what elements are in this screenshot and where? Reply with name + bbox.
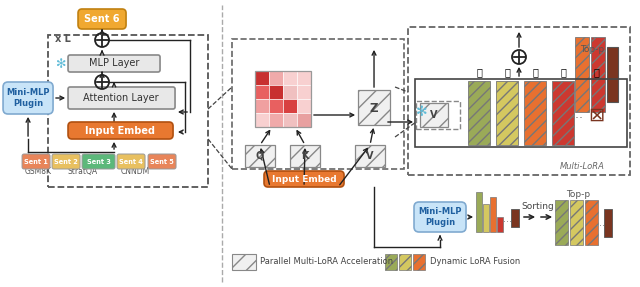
Text: CNNDM: CNNDM	[120, 167, 150, 176]
Text: Input Embed: Input Embed	[272, 174, 337, 183]
Bar	[604, 209, 612, 237]
FancyBboxPatch shape	[78, 9, 126, 29]
Bar	[497, 217, 503, 232]
Text: Sent 3: Sent 3	[86, 158, 111, 164]
Bar	[476, 192, 482, 232]
Text: Sorting: Sorting	[522, 202, 554, 211]
Text: Mini-MLP
Plugin: Mini-MLP Plugin	[6, 88, 50, 108]
Bar	[490, 197, 496, 232]
Text: Sent 1: Sent 1	[24, 158, 48, 164]
Text: Sent 2: Sent 2	[54, 158, 78, 164]
FancyBboxPatch shape	[52, 154, 80, 169]
FancyBboxPatch shape	[68, 122, 173, 139]
Bar	[524, 81, 546, 145]
Bar	[232, 254, 256, 270]
Bar	[255, 113, 269, 127]
FancyBboxPatch shape	[148, 154, 176, 169]
Bar	[232, 39, 404, 169]
Bar	[255, 71, 269, 85]
Bar	[355, 145, 385, 167]
Bar	[408, 27, 630, 175]
Bar	[269, 71, 283, 85]
Bar	[413, 254, 425, 270]
FancyBboxPatch shape	[22, 154, 50, 169]
Bar	[283, 113, 297, 127]
Bar	[496, 81, 518, 145]
Text: 🔥: 🔥	[560, 67, 566, 77]
Bar	[245, 145, 275, 167]
Text: Parallel Multi-LoRA Acceleration: Parallel Multi-LoRA Acceleration	[260, 257, 393, 267]
Bar	[255, 71, 311, 127]
Bar	[297, 113, 311, 127]
Bar	[283, 99, 297, 113]
FancyBboxPatch shape	[414, 202, 466, 232]
Bar	[269, 113, 283, 127]
Text: x L: x L	[55, 34, 71, 44]
Bar	[468, 81, 490, 145]
Bar	[385, 254, 397, 270]
Text: GSM8K: GSM8K	[24, 167, 52, 176]
Bar	[48, 35, 208, 187]
Text: Q: Q	[256, 151, 264, 161]
Text: ...: ...	[595, 218, 605, 228]
Text: Top-p: Top-p	[566, 190, 590, 199]
Bar	[575, 37, 589, 112]
FancyBboxPatch shape	[68, 55, 160, 72]
Bar	[255, 85, 269, 99]
Text: Top-p: Top-p	[580, 45, 604, 54]
Text: Mini-MLP
Plugin: Mini-MLP Plugin	[419, 207, 462, 227]
Text: 🔥: 🔥	[476, 67, 482, 77]
FancyBboxPatch shape	[82, 154, 115, 169]
FancyBboxPatch shape	[117, 154, 145, 169]
Bar	[420, 103, 448, 127]
Bar	[297, 85, 311, 99]
Bar	[415, 79, 627, 147]
Bar	[591, 37, 605, 112]
Text: Sent 4: Sent 4	[119, 158, 143, 164]
Text: ...: ...	[572, 108, 584, 121]
Text: K: K	[301, 151, 308, 161]
Bar	[607, 47, 618, 102]
Text: ✻: ✻	[55, 57, 65, 71]
Text: V: V	[430, 110, 438, 120]
Text: ⊠: ⊠	[588, 106, 604, 125]
Text: Sent 5: Sent 5	[150, 158, 174, 164]
Bar	[283, 85, 297, 99]
Text: ...: ...	[502, 214, 511, 224]
Text: MLP Layer: MLP Layer	[89, 59, 140, 69]
Bar	[570, 200, 583, 245]
Text: 🔥: 🔥	[532, 67, 538, 77]
Bar	[255, 99, 269, 113]
Bar	[416, 101, 460, 129]
Bar	[290, 145, 320, 167]
Bar	[555, 200, 568, 245]
Bar	[283, 71, 297, 85]
Text: V: V	[366, 151, 374, 161]
Bar	[269, 85, 283, 99]
Text: Dynamic LoRA Fusion: Dynamic LoRA Fusion	[430, 257, 520, 267]
Bar	[297, 99, 311, 113]
Bar	[511, 209, 519, 227]
FancyBboxPatch shape	[264, 171, 344, 187]
Text: Input Embed: Input Embed	[85, 125, 155, 135]
Text: 🔥: 🔥	[504, 67, 510, 77]
Bar	[399, 254, 411, 270]
Bar	[552, 81, 574, 145]
Text: Z: Z	[370, 102, 378, 115]
Bar	[585, 200, 598, 245]
Text: Multi-LoRA: Multi-LoRA	[559, 162, 604, 171]
Text: Attention Layer: Attention Layer	[83, 93, 159, 103]
Text: 🔥: 🔥	[593, 67, 599, 77]
FancyBboxPatch shape	[3, 82, 53, 114]
Bar	[358, 90, 390, 125]
Text: StratQA: StratQA	[68, 167, 98, 176]
Text: ✻: ✻	[416, 105, 428, 119]
Text: Sent 6: Sent 6	[84, 14, 120, 24]
Bar	[297, 71, 311, 85]
Bar	[483, 204, 489, 232]
FancyBboxPatch shape	[68, 87, 175, 109]
Bar	[269, 99, 283, 113]
